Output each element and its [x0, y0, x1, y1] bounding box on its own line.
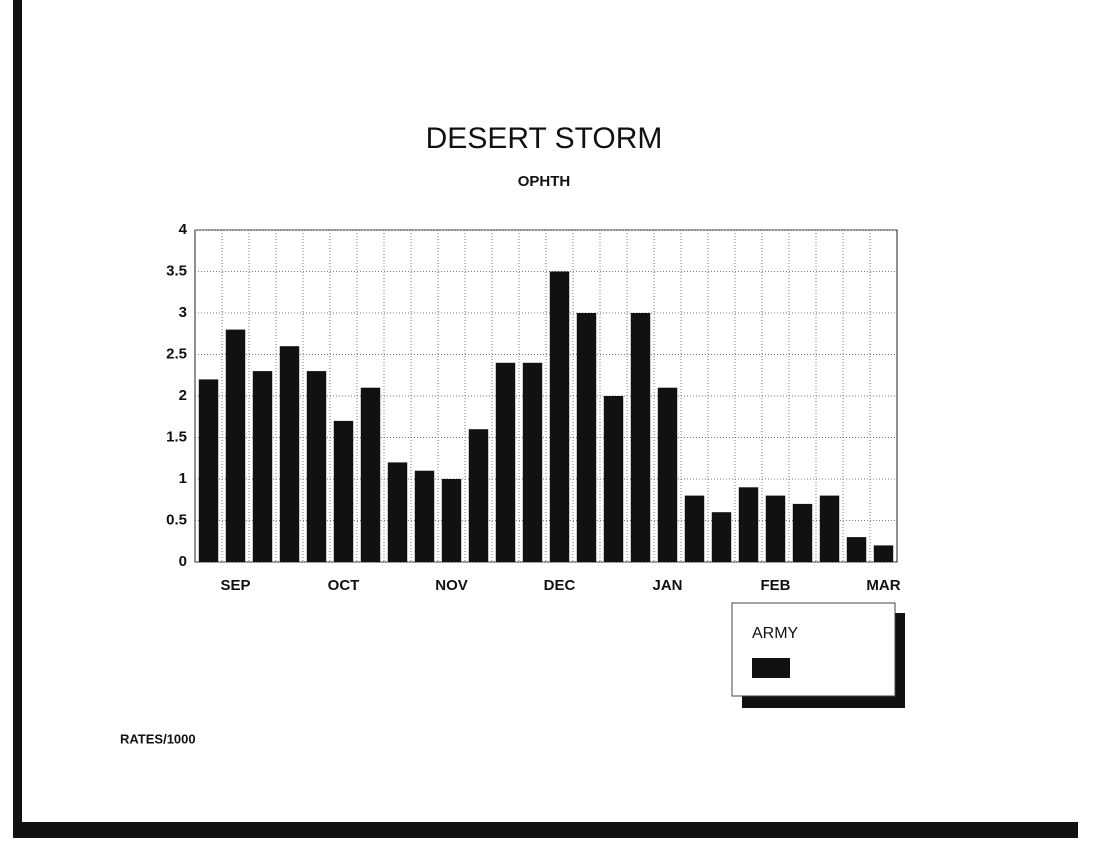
- chart-title: DESERT STORM: [426, 122, 663, 155]
- x-tick-label: DEC: [544, 577, 576, 594]
- bar: [873, 545, 894, 562]
- legend-box: [731, 602, 896, 697]
- bar: [360, 387, 381, 562]
- bar: [252, 371, 273, 562]
- x-tick-label: SEP: [220, 577, 250, 594]
- bar: [792, 503, 813, 562]
- y-tick-label: 3.5: [166, 262, 187, 279]
- annotation: RATES/1000: [120, 731, 196, 746]
- y-tick-label: 0: [179, 553, 187, 570]
- bar: [522, 362, 543, 562]
- y-tick-label: 3: [179, 304, 187, 321]
- y-tick-label: 0.5: [166, 511, 187, 528]
- y-tick-label: 4: [179, 221, 188, 238]
- bar: [441, 479, 462, 562]
- bar: [306, 371, 327, 562]
- y-tick-label: 2: [179, 387, 187, 404]
- bar: [279, 346, 300, 562]
- legend-swatch: [752, 658, 790, 678]
- bar: [495, 362, 516, 562]
- y-tick-label: 1.5: [166, 428, 187, 445]
- chart-subtitle: OPHTH: [518, 173, 571, 190]
- bar: [225, 329, 246, 562]
- x-tick-label: OCT: [328, 577, 360, 594]
- page-border-left: [13, 0, 22, 838]
- bar: [387, 462, 408, 562]
- bar: [198, 379, 219, 562]
- bar: [414, 470, 435, 562]
- legend-label: ARMY: [752, 625, 799, 642]
- bar: [630, 313, 651, 562]
- bar: [333, 420, 354, 562]
- bar: [819, 495, 840, 562]
- bar: [738, 487, 759, 562]
- bar: [846, 537, 867, 562]
- x-tick-label: JAN: [652, 577, 682, 594]
- bar: [711, 512, 732, 562]
- bar: [684, 495, 705, 562]
- bar: [765, 495, 786, 562]
- bar: [549, 271, 570, 562]
- bar: [468, 429, 489, 562]
- y-tick-label: 1: [179, 470, 187, 487]
- x-tick-label: FEB: [761, 577, 791, 594]
- bar: [657, 387, 678, 562]
- bar: [576, 313, 597, 562]
- x-tick-label: MAR: [866, 577, 900, 594]
- x-tick-label: NOV: [435, 577, 468, 594]
- y-tick-label: 2.5: [166, 345, 187, 362]
- bar: [603, 396, 624, 562]
- page-border-bottom: [13, 822, 1078, 838]
